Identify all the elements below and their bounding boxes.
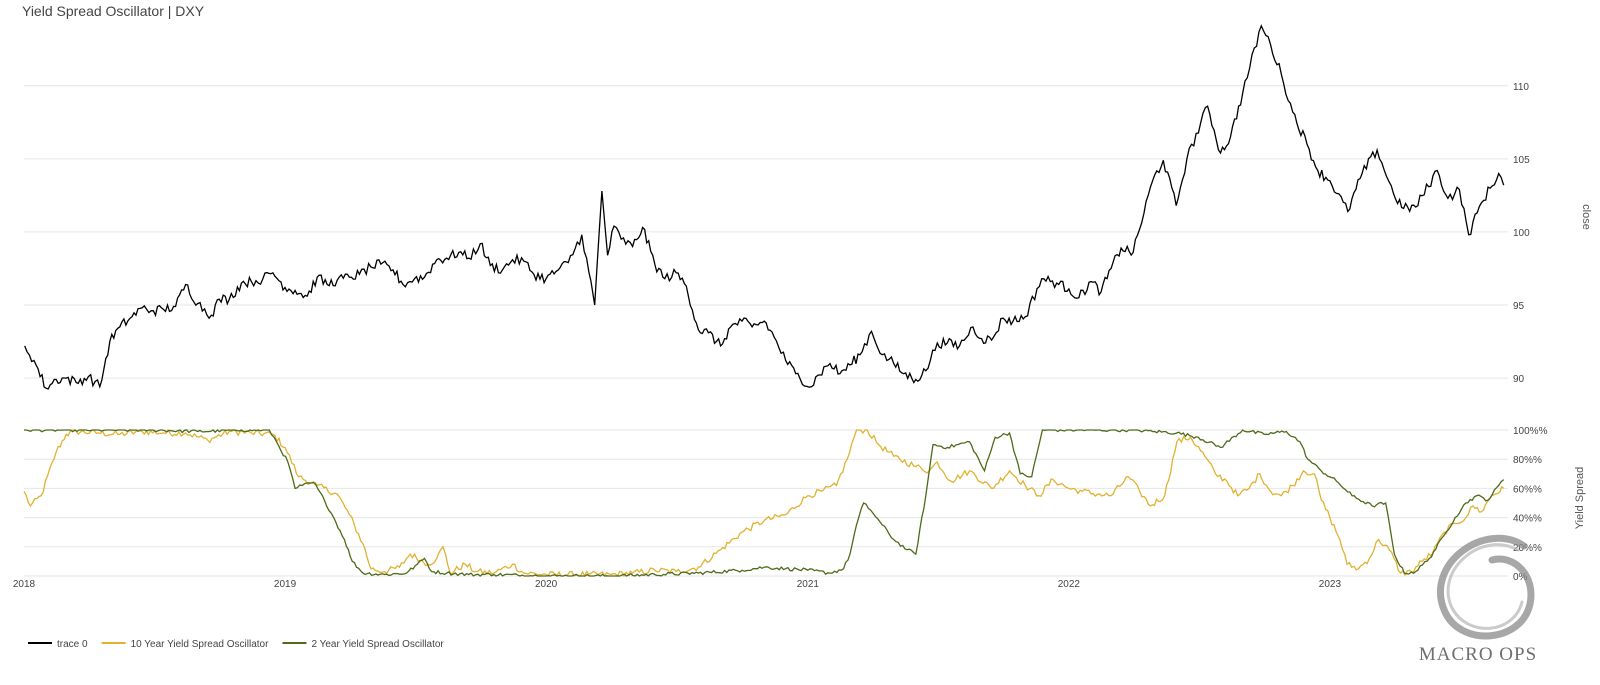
macro-ops-logo: MACRO OPS bbox=[1419, 534, 1537, 665]
lower-y-axis-title: Yield Spread bbox=[1574, 467, 1586, 530]
series-line-10-year-yield-spread-oscillator bbox=[23, 428, 1505, 578]
logo-wordmark: MACRO OPS bbox=[1419, 644, 1537, 665]
lower-y-tick-label: 20%% bbox=[1513, 543, 1542, 554]
lower-y-tick-label: 80%% bbox=[1513, 455, 1542, 466]
series-line-trace-0 bbox=[24, 24, 1505, 390]
page-title: Yield Spread Oscillator | DXY bbox=[22, 3, 205, 19]
x-tick-label: 2021 bbox=[797, 579, 820, 590]
upper-y-tick-label: 95 bbox=[1513, 301, 1525, 312]
x-tick-label: 2019 bbox=[274, 579, 297, 590]
series-layer bbox=[23, 24, 1505, 578]
lower-y-tick-label: 40%% bbox=[1513, 514, 1542, 525]
legend-item[interactable]: trace 0 bbox=[28, 639, 88, 650]
brush-circle-icon bbox=[1436, 534, 1535, 640]
legend-label: 10 Year Yield Spread Oscillator bbox=[131, 639, 270, 650]
x-tick-label: 2020 bbox=[535, 579, 558, 590]
upper-y-tick-labels: 90 95 100 105 110 bbox=[1513, 82, 1530, 385]
lower-y-tick-label: 0% bbox=[1513, 572, 1528, 583]
x-tick-label: 2018 bbox=[13, 579, 36, 590]
x-tick-label: 2023 bbox=[1319, 579, 1342, 590]
x-tick-labels: 2018 2019 2020 2021 2022 2023 bbox=[13, 579, 1342, 590]
legend-label: trace 0 bbox=[57, 639, 88, 650]
upper-y-tick-label: 105 bbox=[1513, 155, 1530, 166]
legend-label: 2 Year Yield Spread Oscillator bbox=[311, 639, 444, 650]
chart-legend[interactable]: trace 0 10 Year Yield Spread Oscillator 2 … bbox=[28, 639, 444, 650]
series-line-2-year-yield-spread-oscillator bbox=[24, 429, 1505, 577]
lower-y-tick-label: 100%% bbox=[1513, 426, 1548, 437]
x-tick-label: 2022 bbox=[1058, 579, 1081, 590]
lower-y-tick-label: 60%% bbox=[1513, 484, 1542, 495]
lower-y-tick-labels: 0% 20%% 40%% 60%% 80%% 100%% bbox=[1513, 426, 1548, 583]
lower-panel-grid bbox=[24, 429, 1508, 577]
upper-y-axis-title: close bbox=[1580, 204, 1592, 230]
upper-panel-grid bbox=[24, 85, 1508, 379]
upper-y-tick-label: 100 bbox=[1513, 228, 1530, 239]
legend-item[interactable]: 2 Year Yield Spread Oscillator bbox=[282, 639, 444, 650]
upper-y-tick-label: 90 bbox=[1513, 374, 1525, 385]
legend-item[interactable]: 10 Year Yield Spread Oscillator bbox=[101, 639, 270, 650]
upper-y-tick-label: 110 bbox=[1513, 82, 1529, 93]
